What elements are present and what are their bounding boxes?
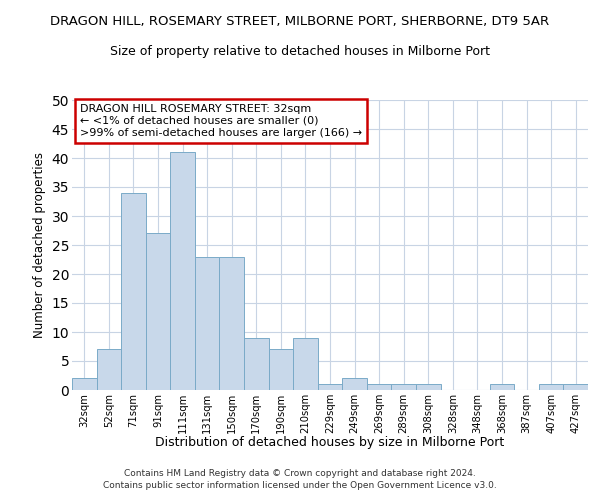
Bar bbox=[269, 350, 293, 390]
Y-axis label: Number of detached properties: Number of detached properties bbox=[33, 152, 46, 338]
Bar bbox=[97, 350, 121, 390]
Text: Distribution of detached houses by size in Milborne Port: Distribution of detached houses by size … bbox=[155, 436, 505, 449]
Bar bbox=[318, 384, 342, 390]
Text: Size of property relative to detached houses in Milborne Port: Size of property relative to detached ho… bbox=[110, 45, 490, 58]
Bar bbox=[563, 384, 588, 390]
Bar bbox=[146, 234, 170, 390]
Bar bbox=[195, 256, 220, 390]
Bar bbox=[539, 384, 563, 390]
Bar bbox=[367, 384, 391, 390]
Text: DRAGON HILL, ROSEMARY STREET, MILBORNE PORT, SHERBORNE, DT9 5AR: DRAGON HILL, ROSEMARY STREET, MILBORNE P… bbox=[50, 15, 550, 28]
Bar bbox=[293, 338, 318, 390]
Text: Contains public sector information licensed under the Open Government Licence v3: Contains public sector information licen… bbox=[103, 480, 497, 490]
Text: DRAGON HILL ROSEMARY STREET: 32sqm
← <1% of detached houses are smaller (0)
>99%: DRAGON HILL ROSEMARY STREET: 32sqm ← <1%… bbox=[80, 104, 362, 138]
Bar bbox=[244, 338, 269, 390]
Text: Contains HM Land Registry data © Crown copyright and database right 2024.: Contains HM Land Registry data © Crown c… bbox=[124, 469, 476, 478]
Bar bbox=[72, 378, 97, 390]
Bar bbox=[220, 256, 244, 390]
Bar bbox=[490, 384, 514, 390]
Bar bbox=[391, 384, 416, 390]
Bar bbox=[121, 193, 146, 390]
Bar bbox=[170, 152, 195, 390]
Bar bbox=[416, 384, 440, 390]
Bar bbox=[342, 378, 367, 390]
